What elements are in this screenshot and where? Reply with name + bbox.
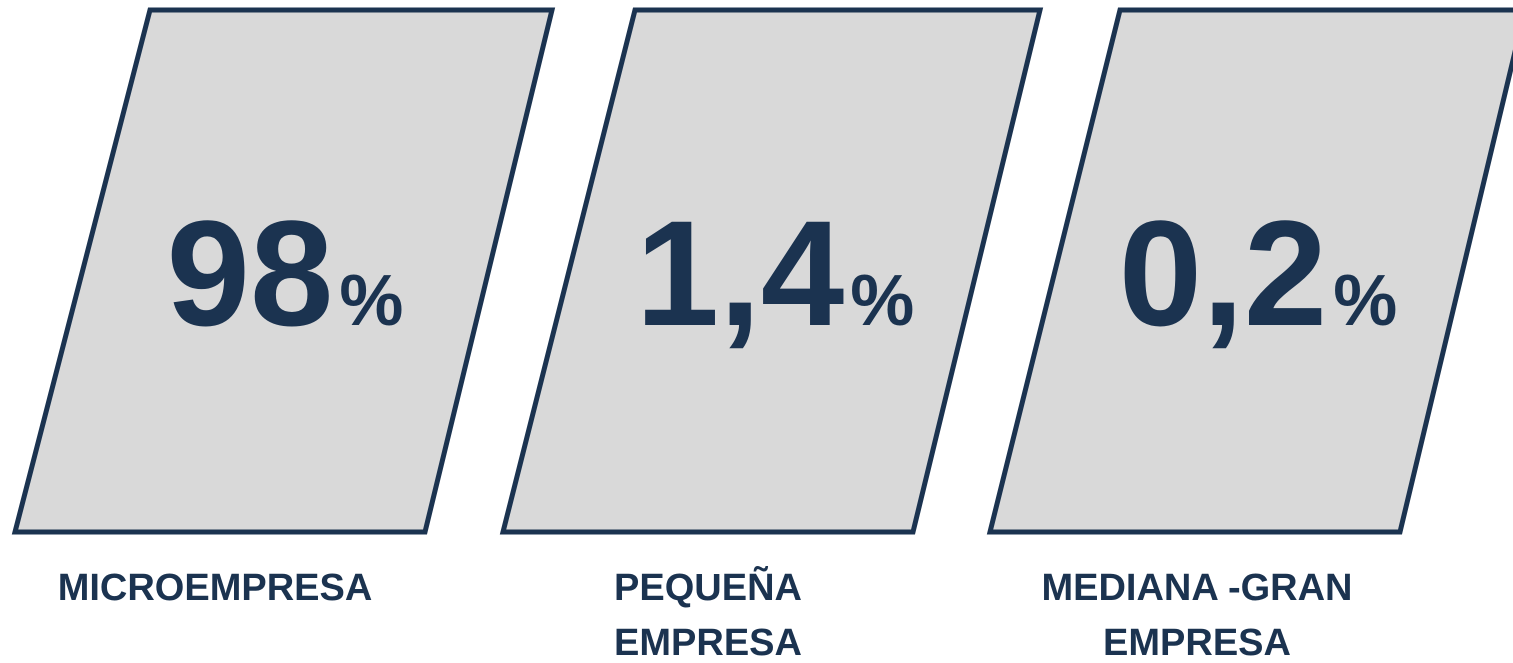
stat-unit: % xyxy=(850,261,914,341)
stat-number: 1,4 xyxy=(636,189,845,357)
card xyxy=(499,7,1044,535)
stat-number: 98 xyxy=(167,189,334,357)
card xyxy=(11,7,556,535)
stat-value: 1,4% xyxy=(636,189,915,357)
stat-label: MEDIANA -GRAN xyxy=(1041,567,1352,609)
stat-value: 0,2% xyxy=(1119,189,1398,357)
stat-unit: % xyxy=(339,261,403,341)
stat-label: EMPRESA xyxy=(614,622,802,663)
stat-unit: % xyxy=(1333,261,1397,341)
card xyxy=(986,7,1513,535)
stat-label: MICROEMPRESA xyxy=(58,567,373,609)
stat-label: PEQUEÑA xyxy=(614,565,802,609)
stat-label: EMPRESA xyxy=(1103,622,1291,663)
stat-value: 98% xyxy=(167,189,404,357)
stat-number: 0,2 xyxy=(1119,189,1328,357)
